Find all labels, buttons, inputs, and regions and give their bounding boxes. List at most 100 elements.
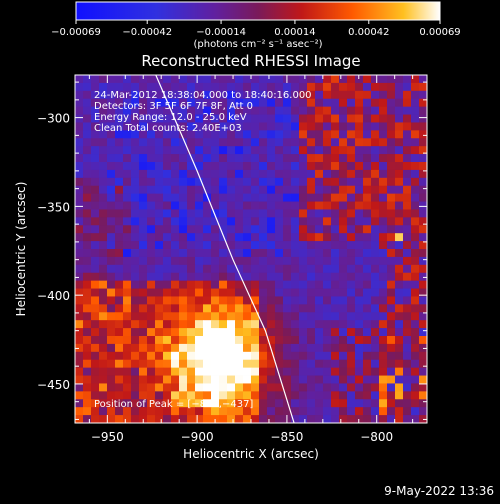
heatmap-cell (219, 75, 228, 84)
heatmap-cell (323, 336, 332, 345)
heatmap-cell (371, 272, 380, 282)
heatmap-cell (195, 201, 204, 210)
heatmap-cell (171, 146, 180, 155)
heatmap-cell (147, 90, 156, 100)
heatmap-cell (331, 75, 340, 84)
heatmap-cell (131, 225, 140, 234)
heatmap-cell (339, 122, 348, 131)
heatmap-cell (147, 233, 156, 242)
heatmap-cell (323, 217, 332, 226)
heatmap-cell (363, 351, 372, 361)
heatmap-cell (275, 154, 284, 163)
heatmap-cell (107, 351, 116, 361)
heatmap-cell (83, 359, 92, 369)
heatmap-cell (179, 415, 188, 423)
heatmap-cell (275, 328, 284, 337)
heatmap-cell (387, 138, 396, 147)
heatmap-cell (211, 312, 220, 321)
heatmap-cell (243, 359, 252, 369)
heatmap-cell (91, 241, 100, 250)
heatmap-cell (107, 241, 116, 250)
heatmap-cell (331, 98, 340, 108)
heatmap-cell (227, 367, 236, 376)
heatmap-cell (139, 336, 148, 345)
heatmap-cell (179, 256, 188, 266)
heatmap-cell (163, 75, 172, 84)
heatmap-cell (363, 114, 372, 123)
annotation-total-counts: Clean Total counts: 2.40E+03 (94, 123, 242, 134)
heatmap-cell (323, 241, 332, 250)
heatmap-cell (371, 201, 380, 210)
heatmap-cell (139, 351, 148, 361)
heatmap-cell (195, 249, 204, 258)
heatmap-cell (323, 304, 332, 313)
heatmap-cell (299, 138, 308, 147)
heatmap-cell (171, 122, 180, 131)
heatmap-cell (91, 328, 100, 337)
heatmap-cell (243, 336, 252, 345)
heatmap-cell (403, 264, 412, 274)
heatmap-cell (171, 201, 180, 210)
heatmap-cell (147, 272, 156, 282)
heatmap-cell (299, 169, 308, 179)
heatmap-cell (107, 280, 116, 289)
heatmap-cell (115, 98, 124, 108)
heatmap-cell (299, 375, 308, 384)
heatmap-cell (243, 415, 252, 423)
heatmap-cell (267, 320, 276, 329)
heatmap-cell (339, 375, 348, 384)
heatmap-cell (275, 399, 284, 408)
heatmap-cell (83, 177, 92, 187)
heatmap-cell (283, 114, 292, 123)
heatmap-cell (419, 82, 427, 92)
heatmap-cell (371, 209, 380, 218)
heatmap-cell (419, 336, 427, 345)
heatmap-cell (219, 249, 228, 258)
heatmap-cell (219, 162, 228, 171)
heatmap-cell (75, 82, 84, 92)
heatmap-cell (187, 375, 196, 384)
heatmap-cell (315, 82, 324, 92)
heatmap-cell (307, 407, 316, 416)
heatmap-cell (171, 312, 180, 321)
heatmap-cell (155, 146, 164, 155)
heatmap-cell (371, 415, 380, 423)
heatmap-cell (387, 351, 396, 361)
heatmap-cell (403, 367, 412, 376)
heatmap-cell (299, 82, 308, 92)
heatmap-cell (331, 296, 340, 305)
heatmap-cell (195, 193, 204, 202)
heatmap-cell (235, 272, 244, 282)
heatmap-cell (267, 98, 276, 108)
heatmap-cell (371, 75, 380, 84)
heatmap-cell (123, 98, 132, 108)
heatmap-cell (171, 154, 180, 163)
heatmap-cell (371, 407, 380, 416)
heatmap-cell (163, 304, 172, 313)
heatmap-cell (235, 407, 244, 416)
heatmap-cell (131, 415, 140, 423)
heatmap-cell (211, 288, 220, 297)
heatmap-cell (219, 82, 228, 92)
heatmap-cell (219, 106, 228, 115)
heatmap-cell (299, 177, 308, 187)
heatmap-cell (75, 343, 84, 353)
heatmap-cell (403, 154, 412, 163)
heatmap-cell (227, 106, 236, 115)
heatmap-cell (347, 130, 356, 139)
heatmap-cell (403, 225, 412, 234)
heatmap-cell (403, 209, 412, 218)
heatmap-cell (235, 415, 244, 423)
heatmap-cell (107, 146, 116, 155)
heatmap-cell (275, 106, 284, 115)
heatmap-cell (211, 264, 220, 274)
heatmap-cell (387, 209, 396, 218)
heatmap-cell (275, 383, 284, 392)
heatmap-cell (75, 375, 84, 384)
heatmap-cell (115, 256, 124, 266)
heatmap-cell (307, 169, 316, 179)
footer-date: 9-May-2022 13:36 (384, 484, 494, 498)
heatmap-cell (179, 90, 188, 100)
heatmap-cell (123, 193, 132, 202)
